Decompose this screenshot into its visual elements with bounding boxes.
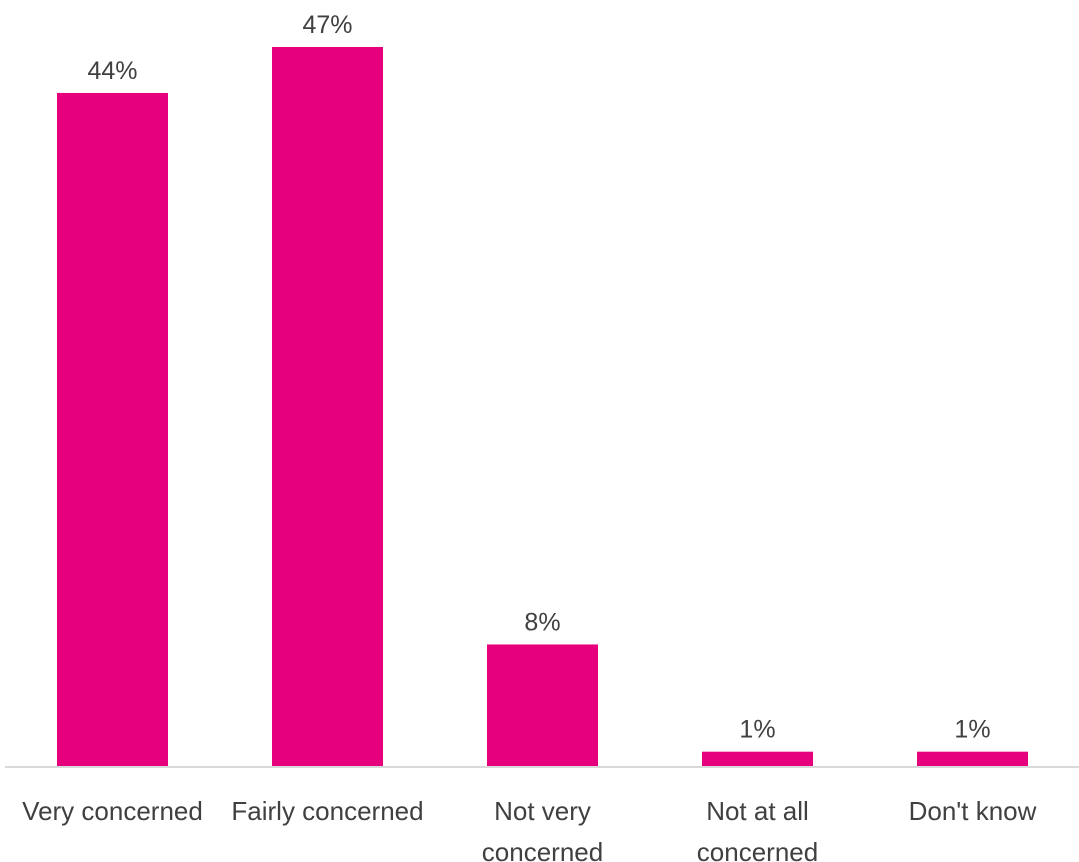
category-label: Don't know [909,796,1037,826]
data-label: 1% [954,716,990,744]
data-label: 1% [739,716,775,744]
category-label: concerned [482,837,603,862]
category-label: Very concerned [22,796,203,826]
bars-group [57,47,1028,767]
bar [702,751,813,767]
data-labels-group: 44% 47% 8% 1% 1% [87,11,990,744]
category-label: Not very [494,796,591,826]
category-label: concerned [697,837,818,862]
category-labels-group: Very concerned Fairly concerned Not very co… [22,796,1036,862]
data-label: 8% [524,608,560,636]
category-label: Fairly concerned [231,796,423,826]
bar [917,751,1028,767]
bar [57,92,168,767]
data-label: 47% [302,11,352,39]
bar [487,644,598,767]
category-label: Not at all [706,796,809,826]
data-label: 44% [87,57,137,85]
bar [272,47,383,767]
